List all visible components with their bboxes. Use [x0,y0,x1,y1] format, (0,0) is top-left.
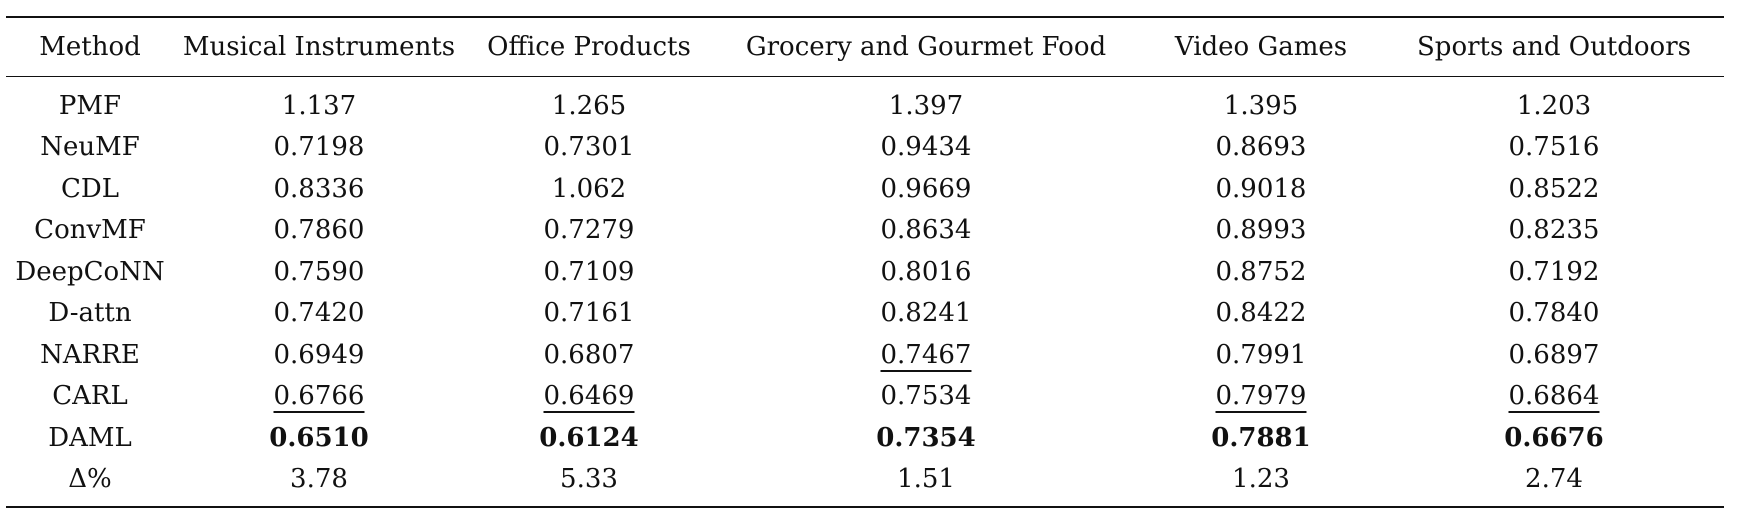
value-cell: 0.6807 [543,339,635,370]
best-value-cell: 0.6510 [269,422,369,453]
table-row: CARL 0.6766 0.6469 0.7534 0.7979 0.6864 [6,376,1724,418]
header-sports-outdoors: Sports and Outdoors [1417,32,1691,62]
second-best-value-cell: 0.7979 [1138,376,1384,418]
second-best-value: 0.7467 [880,339,972,370]
method-cell: CDL [60,173,119,204]
value-cell: 1.51 [897,464,955,495]
value-cell: 0.7161 [543,298,635,329]
value-cell: 0.7420 [273,298,365,329]
value-cell: 0.7840 [1508,298,1600,329]
header-row: Method Musical Instruments Office Produc… [6,17,1724,77]
value-cell: 1.265 [551,90,627,121]
header-musical-instruments: Musical Instruments [182,32,456,62]
header-method: Method [39,32,141,62]
value-cell: 0.7279 [543,215,635,246]
table-row: NeuMF 0.7198 0.7301 0.9434 0.8693 0.7516 [6,127,1724,169]
results-table: Method Musical Instruments Office Produc… [6,16,1724,508]
value-cell: 0.6949 [273,339,365,370]
value-cell: 0.9434 [880,132,972,163]
value-cell: 0.8693 [1215,132,1307,163]
second-best-value-cell: 0.6766 [174,376,464,418]
value-cell: 0.8016 [880,256,972,287]
second-best-value-cell: 0.6469 [464,376,714,418]
value-cell: 5.33 [560,464,618,495]
value-cell: 0.8336 [273,173,365,204]
table-row: NARRE 0.6949 0.6807 0.7467 0.7991 0.6897 [6,334,1724,376]
value-cell: 0.7991 [1215,339,1307,370]
table-row: ConvMF 0.7860 0.7279 0.8634 0.8993 0.823… [6,210,1724,252]
method-cell: D-attn [48,298,132,329]
value-cell: 0.7534 [880,381,972,412]
value-cell: 0.8752 [1215,256,1307,287]
table-body: PMF 1.137 1.265 1.397 1.395 1.203 NeuMF … [6,77,1724,507]
header-grocery-gourmet-food: Grocery and Gourmet Food [745,32,1107,62]
results-table-container: Method Musical Instruments Office Produc… [6,16,1724,508]
method-cell: NARRE [40,339,140,370]
header-video-games: Video Games [1174,32,1348,62]
table-row: CDL 0.8336 1.062 0.9669 0.9018 0.8522 [6,168,1724,210]
value-cell: 0.8522 [1508,173,1600,204]
value-cell: 0.7860 [273,215,365,246]
value-cell: 0.8422 [1215,298,1307,329]
value-cell: 1.203 [1516,90,1592,121]
value-cell: 0.8993 [1215,215,1307,246]
value-cell: 1.062 [551,173,627,204]
table-row: DAML 0.6510 0.6124 0.7354 0.7881 0.6676 [6,417,1724,459]
second-best-value: 0.6469 [543,381,635,412]
value-cell: 0.7301 [543,132,635,163]
best-value-cell: 0.6124 [539,422,639,453]
value-cell: 0.7590 [273,256,365,287]
method-cell: ConvMF [34,215,146,246]
value-cell: 2.74 [1525,464,1583,495]
value-cell: 0.8634 [880,215,972,246]
table-header: Method Musical Instruments Office Produc… [6,17,1724,77]
method-cell: Δ% [68,464,112,495]
best-value-cell: 0.7881 [1211,422,1311,453]
value-cell: 0.9669 [880,173,972,204]
value-cell: 0.6897 [1508,339,1600,370]
value-cell: 1.397 [888,90,964,121]
value-cell: 0.7192 [1508,256,1600,287]
value-cell: 1.137 [281,90,357,121]
value-cell: 0.8235 [1508,215,1600,246]
table-row: DeepCoNN 0.7590 0.7109 0.8016 0.8752 0.7… [6,251,1724,293]
second-best-value-cell: 0.7467 [714,334,1138,376]
second-best-value: 0.6766 [273,381,365,412]
second-best-value: 0.7979 [1215,381,1307,412]
value-cell: 0.9018 [1215,173,1307,204]
second-best-value-cell: 0.6864 [1384,376,1724,418]
header-office-products: Office Products [487,32,691,62]
table-row: D-attn 0.7420 0.7161 0.8241 0.8422 0.784… [6,293,1724,335]
value-cell: 0.7109 [543,256,635,287]
method-cell: DeepCoNN [15,256,165,287]
value-cell: 3.78 [290,464,348,495]
table-row: PMF 1.137 1.265 1.397 1.395 1.203 [6,77,1724,127]
method-cell: PMF [58,90,122,121]
method-cell: NeuMF [40,132,140,163]
best-value-cell: 0.6676 [1504,422,1604,453]
value-cell: 1.23 [1232,464,1290,495]
value-cell: 0.7516 [1508,132,1600,163]
second-best-value: 0.6864 [1508,381,1600,412]
table-row: Δ% 3.78 5.33 1.51 1.23 2.74 [6,459,1724,507]
value-cell: 0.7198 [273,132,365,163]
method-cell: DAML [48,422,132,453]
value-cell: 0.8241 [880,298,972,329]
best-value-cell: 0.7354 [876,422,976,453]
method-cell: CARL [52,381,128,412]
value-cell: 1.395 [1223,90,1299,121]
